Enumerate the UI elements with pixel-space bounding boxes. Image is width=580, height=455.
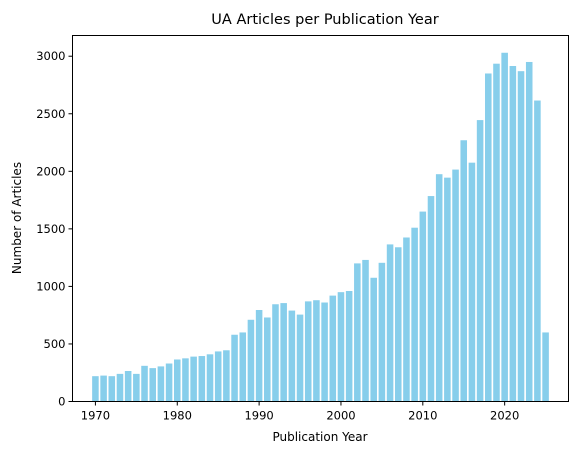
bar-1976 [141,365,148,402]
bar-2009 [411,227,418,402]
bar-1994 [288,310,296,402]
bar-1983 [198,356,206,402]
bar-2024 [534,100,541,402]
bar-1992 [272,304,279,402]
bar-1980 [173,359,181,402]
bar-1999 [329,295,337,402]
bar-1979 [165,363,173,402]
bar-2013 [444,177,451,402]
bar-1975 [133,373,140,402]
bar-1982 [190,356,197,402]
bar-2001 [345,291,353,402]
x-tick-label-2010: 2010 [408,409,437,423]
bar-1995 [296,314,304,402]
x-tick-label-2000: 2000 [326,409,355,423]
bar-2006 [386,244,394,402]
bar-2020 [501,52,508,402]
x-tick-label-1980: 1980 [163,409,192,423]
bar-1985 [214,351,222,402]
bar-2016 [468,162,476,402]
bar-2004 [370,277,377,402]
bar-2000 [337,292,345,402]
bar-1973 [116,373,124,402]
bar-1998 [321,302,328,402]
bar-2017 [476,120,484,402]
x-axis-label: Publication Year [272,430,367,444]
bar-2002 [354,263,361,402]
bar-2019 [493,63,500,402]
x-tick-label-2020: 2020 [490,409,519,423]
y-axis-label: Number of Articles [10,162,24,274]
bar-2011 [427,196,435,402]
bar-1987 [231,334,238,402]
bars-group [92,52,549,402]
bar-2008 [403,237,410,402]
y-tick-label-3000: 3000 [36,49,65,63]
x-tick-label-1990: 1990 [244,409,273,423]
bar-2003 [362,259,369,402]
bar-2010 [419,211,427,402]
bar-1974 [124,371,132,402]
bar-1993 [280,303,287,402]
bar-1977 [149,368,156,402]
bar-2018 [485,73,492,402]
bar-1972 [108,376,116,402]
y-tick-label-500: 500 [44,337,66,351]
bar-1997 [313,300,320,402]
y-tick-label-0: 0 [58,395,65,409]
chart-title: UA Articles per Publication Year [211,12,438,28]
bar-2023 [525,61,533,402]
bar-1970 [92,376,99,402]
bar-1971 [100,375,107,402]
bar-2014 [452,169,459,402]
bar-2007 [394,247,402,402]
bar-1986 [223,350,230,402]
y-tick-label-2500: 2500 [36,107,65,121]
x-axis-ticks: 1970 1980 1990 2000 2010 2020 [81,401,519,423]
bar-2012 [435,174,443,402]
bar-1981 [182,358,189,402]
bar-1991 [264,317,271,402]
bar-2005 [378,262,386,402]
bar-1996 [304,301,312,402]
bar-2015 [460,140,468,402]
y-axis-ticks: 0 500 1000 1500 2000 2500 3000 [36,49,73,409]
bar-1989 [247,319,255,402]
bar-1978 [157,366,165,402]
bar-2021 [509,66,517,402]
x-tick-label-1970: 1970 [81,409,110,423]
bar-1990 [255,310,263,402]
y-tick-label-2000: 2000 [36,164,65,178]
y-tick-label-1500: 1500 [36,222,65,236]
bar-2022 [517,71,525,402]
plot-frame [72,35,569,402]
y-tick-label-1000: 1000 [36,279,65,293]
bar-2025 [542,332,549,402]
bar-1988 [239,332,247,402]
bar-1984 [206,354,214,402]
